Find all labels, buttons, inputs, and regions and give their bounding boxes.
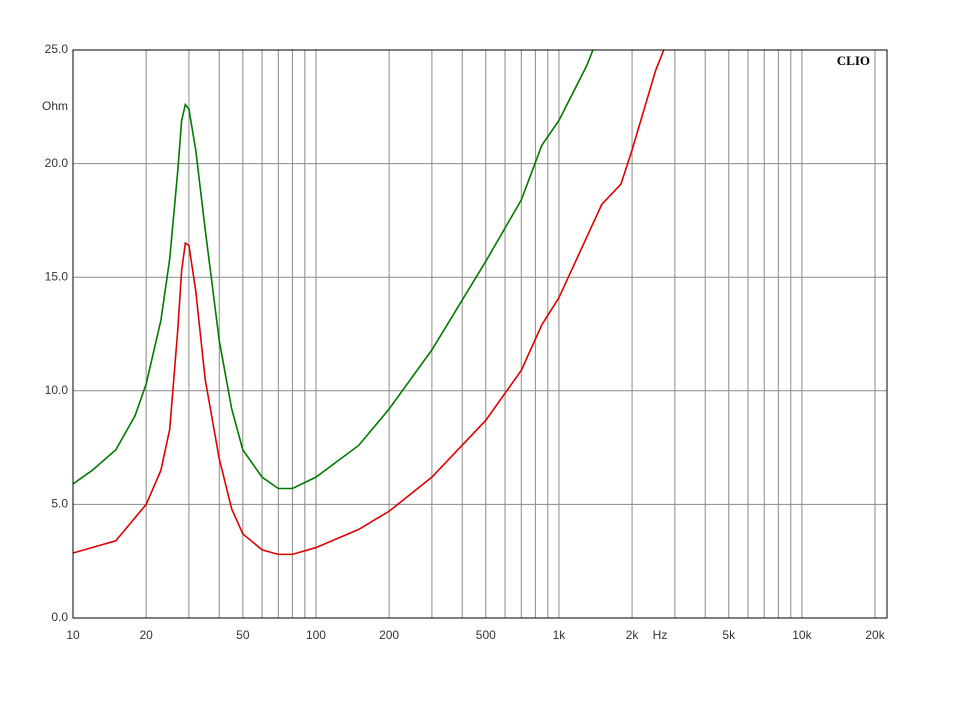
x-tick-label: 1k <box>553 628 567 642</box>
chart-title: CLIO <box>837 53 870 68</box>
impedance-line <box>73 50 665 556</box>
y-tick-label: 0.0 <box>51 610 68 624</box>
y-tick-label: 20.0 <box>45 156 69 170</box>
y-tick-label: 25.0 <box>45 42 69 56</box>
x-tick-label: 100 <box>306 628 326 642</box>
x-tick-label: 5k <box>722 628 736 642</box>
x-tick-label: 200 <box>379 628 399 642</box>
impedance-line <box>73 50 594 490</box>
y-tick-label: 5.0 <box>51 497 68 511</box>
x-tick-label: 10 <box>66 628 80 642</box>
lines <box>73 50 665 556</box>
y-tick-label: 10.0 <box>45 383 69 397</box>
y-axis-label: Ohm <box>42 99 68 113</box>
x-axis-label: Hz <box>653 628 668 642</box>
x-tick-label: 500 <box>476 628 496 642</box>
x-tick-label: 50 <box>236 628 250 642</box>
y-tick-label: 15.0 <box>45 269 69 283</box>
x-tick-label: 20k <box>865 628 885 642</box>
x-tick-label: 10k <box>792 628 812 642</box>
x-tick-label: 20 <box>139 628 153 642</box>
plot-frame <box>72 49 888 619</box>
x-tick-label: 2k <box>626 628 640 642</box>
